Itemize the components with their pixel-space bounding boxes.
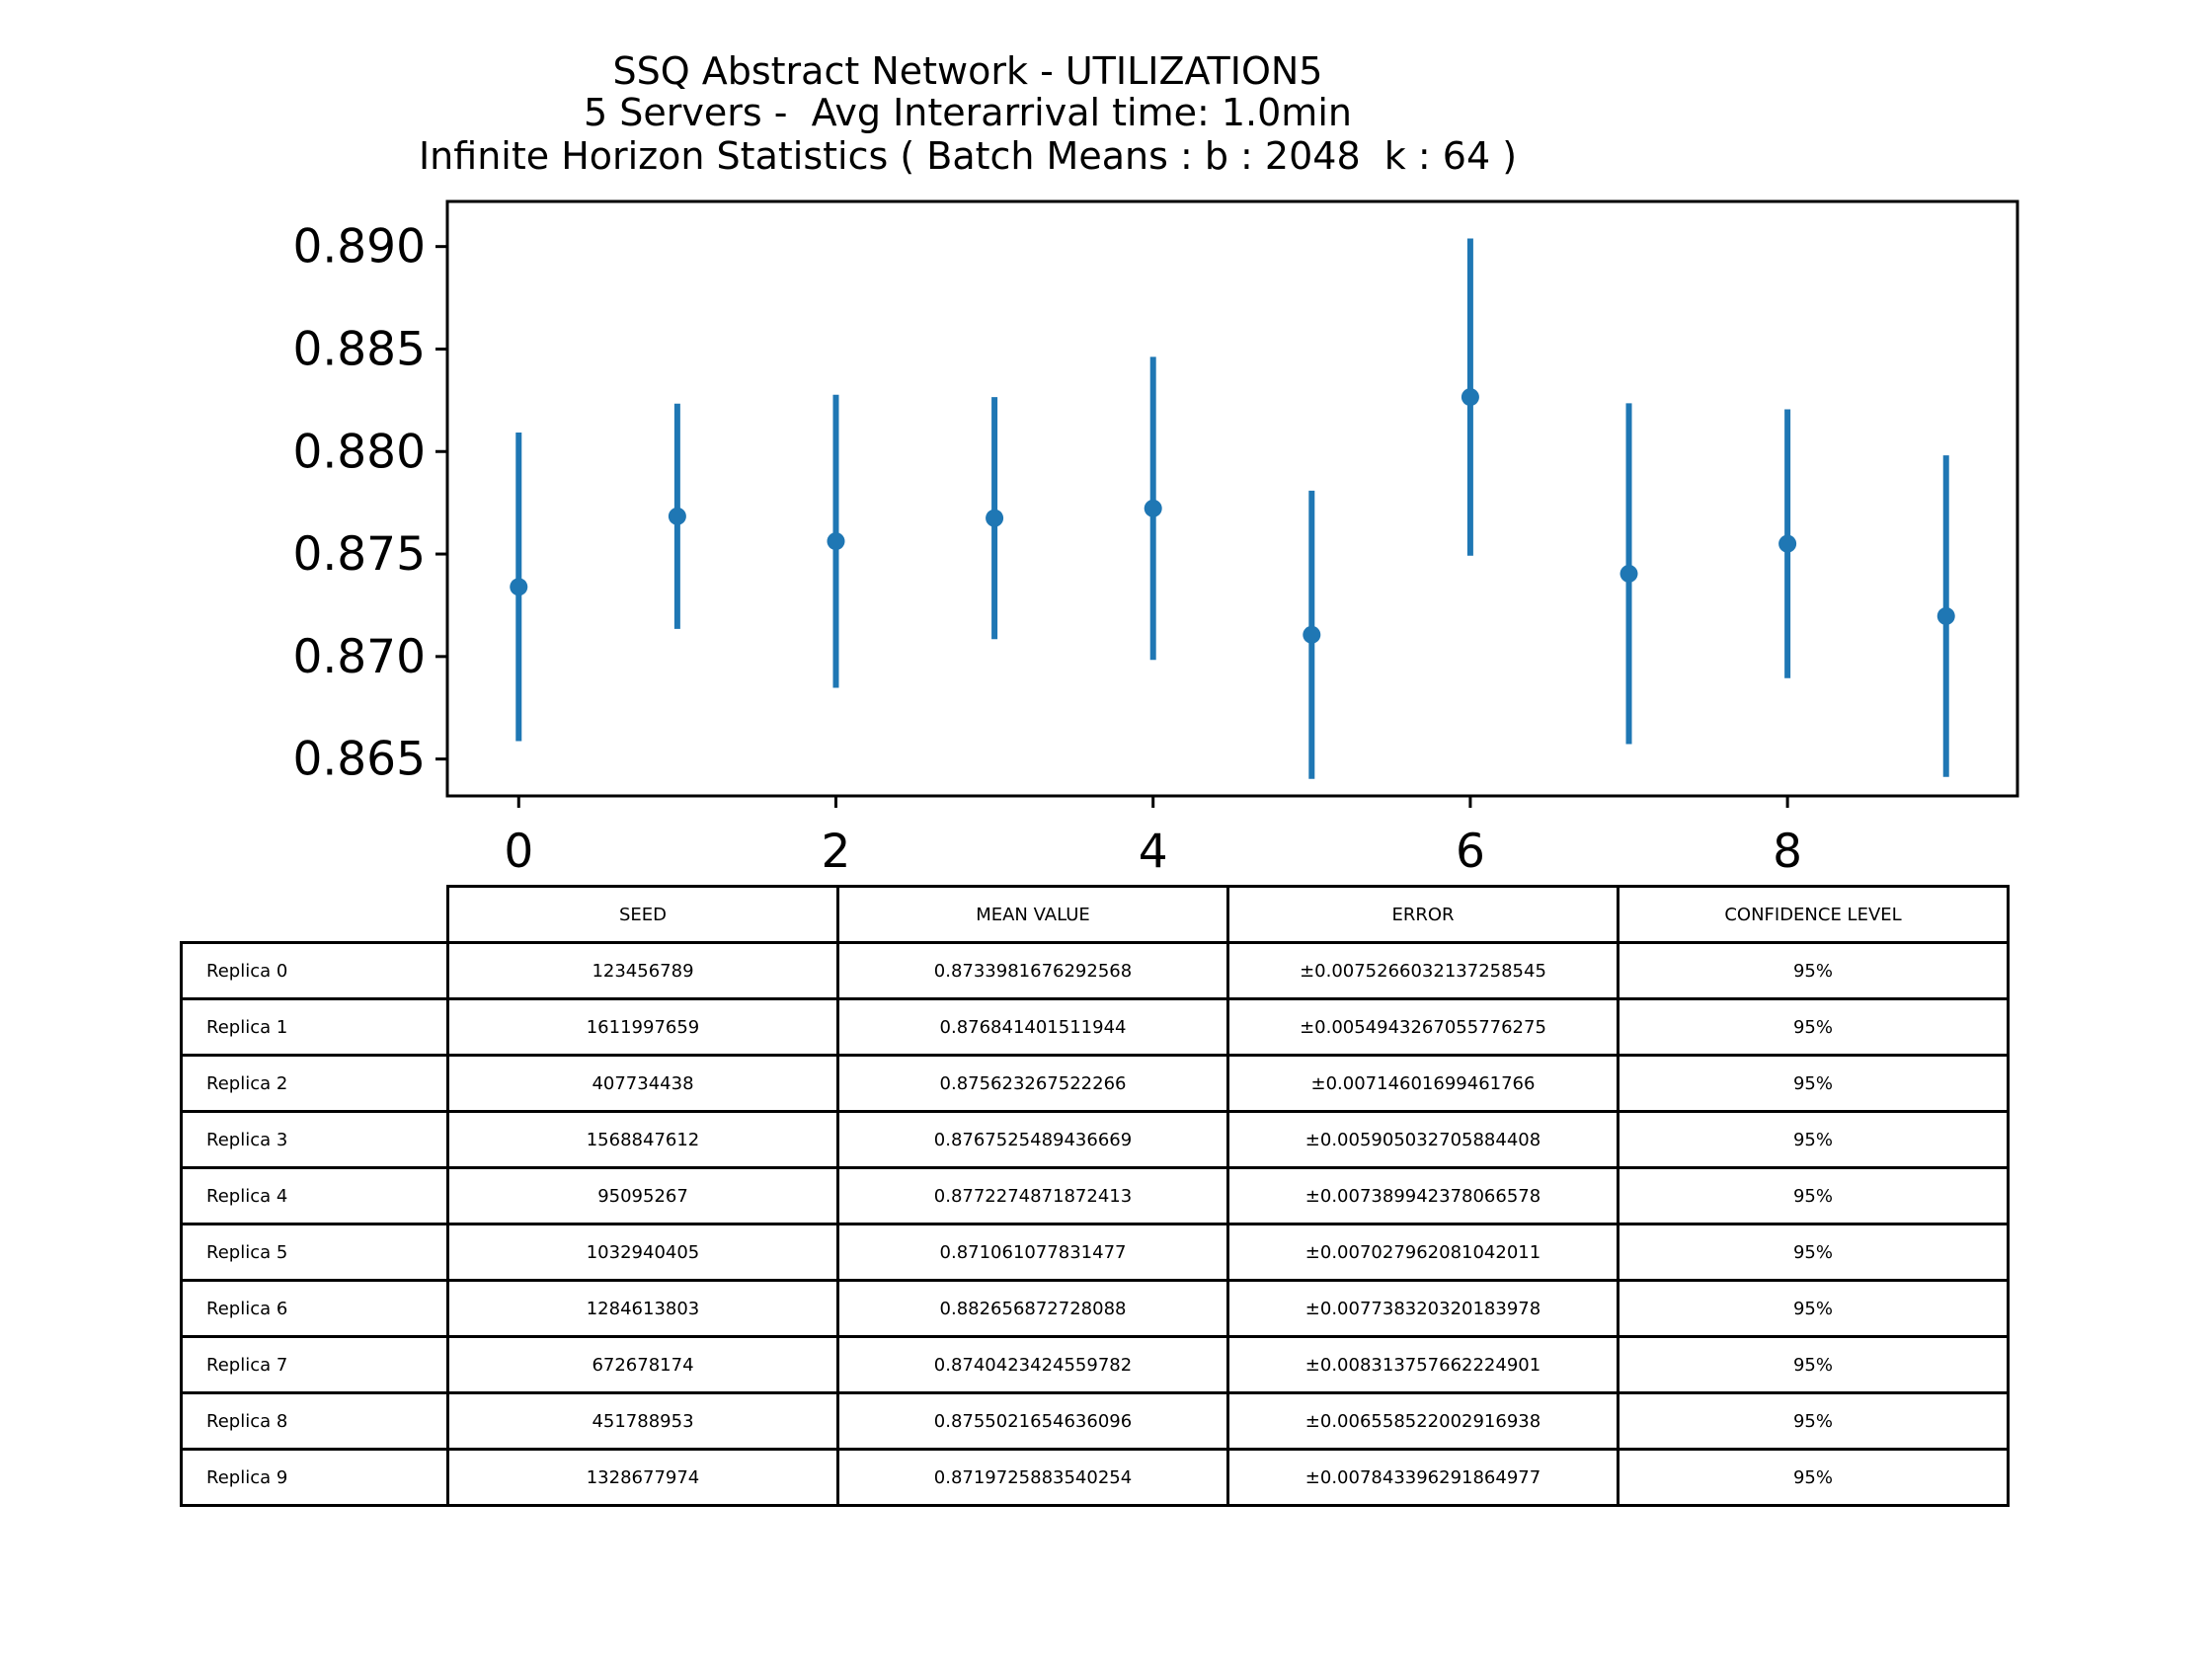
error-cell: ±0.007738320320183978 xyxy=(1226,1279,1620,1338)
table-row: Replica 8 451788953 0.8755021654636096 ±0.0… xyxy=(180,1391,2010,1451)
header-confidence-level: CONFIDENCE LEVEL xyxy=(1617,885,2010,944)
data-point xyxy=(1461,388,1479,407)
row-label-cell: Replica 1 xyxy=(180,997,449,1057)
data-point xyxy=(1620,564,1638,583)
statistics-table: SEED MEAN VALUE ERROR CONFIDENCE LEVEL R… xyxy=(180,885,2010,1507)
row-label-cell: Replica 0 xyxy=(180,941,449,1000)
table-corner-cell xyxy=(181,886,449,944)
mean-value-cell: 0.876841401511944 xyxy=(836,997,1229,1057)
header-seed: SEED xyxy=(446,885,839,944)
row-label-cell: Replica 7 xyxy=(180,1335,449,1394)
header-error: ERROR xyxy=(1226,885,1620,944)
seed-cell: 1284613803 xyxy=(446,1279,839,1338)
confidence-cell: 95% xyxy=(1617,1448,2010,1507)
row-label-cell: Replica 6 xyxy=(180,1279,449,1338)
chart-title-line-3: Infinite Horizon Statistics ( Batch Mean… xyxy=(418,134,1518,178)
chart-title-line-1: SSQ Abstract Network - UTILIZATION5 xyxy=(612,49,1323,93)
error-cell: ±0.006558522002916938 xyxy=(1226,1391,1620,1451)
seed-cell: 95095267 xyxy=(446,1166,839,1225)
seed-cell: 1568847612 xyxy=(446,1110,839,1169)
seed-cell: 1611997659 xyxy=(446,997,839,1057)
table-row: Replica 0 123456789 0.8733981676292568 ±0.0… xyxy=(180,941,2010,1000)
confidence-cell: 95% xyxy=(1617,1335,2010,1394)
y-tick-label: 0.885 xyxy=(292,322,426,376)
mean-value-cell: 0.875623267522266 xyxy=(836,1054,1229,1113)
error-cell: ±0.008313757662224901 xyxy=(1226,1335,1620,1394)
table-row: Replica 6 1284613803 0.882656872728088 ±0.0… xyxy=(180,1279,2010,1338)
seed-cell: 407734438 xyxy=(446,1054,839,1113)
plot-frame xyxy=(445,199,2019,798)
confidence-cell: 95% xyxy=(1617,1110,2010,1169)
error-cell: ±0.00714601699461766 xyxy=(1226,1054,1620,1113)
mean-value-cell: 0.8740423424559782 xyxy=(836,1335,1229,1394)
row-label-cell: Replica 9 xyxy=(180,1448,449,1507)
confidence-cell: 95% xyxy=(1617,1223,2010,1282)
seed-cell: 1032940405 xyxy=(446,1223,839,1282)
data-point xyxy=(510,578,528,596)
error-cell: ±0.007389942378066578 xyxy=(1226,1166,1620,1225)
data-point xyxy=(1303,625,1321,644)
row-label-cell: Replica 2 xyxy=(180,1054,449,1113)
confidence-cell: 95% xyxy=(1617,1054,2010,1113)
header-mean-value: MEAN VALUE xyxy=(836,885,1229,944)
confidence-cell: 95% xyxy=(1617,1166,2010,1225)
error-cell: ±0.007027962081042011 xyxy=(1226,1223,1620,1282)
table-body: Replica 0 123456789 0.8733981676292568 ±0.0… xyxy=(180,941,2010,1507)
confidence-cell: 95% xyxy=(1617,1279,2010,1338)
table-row: Replica 3 1568847612 0.8767525489436669 ±0.… xyxy=(180,1110,2010,1169)
data-point xyxy=(986,509,1004,527)
mean-value-cell: 0.8755021654636096 xyxy=(836,1391,1229,1451)
chart-title-line-2: 5 Servers - Avg Interarrival time: 1.0mi… xyxy=(584,91,1352,134)
mean-value-cell: 0.882656872728088 xyxy=(836,1279,1229,1338)
confidence-cell: 95% xyxy=(1617,997,2010,1057)
table-row: Replica 5 1032940405 0.871061077831477 ±0.0… xyxy=(180,1223,2010,1282)
table-row: Replica 4 95095267 0.8772274871872413 ±0.00… xyxy=(180,1166,2010,1225)
row-label-cell: Replica 3 xyxy=(180,1110,449,1169)
x-tick-label: 4 xyxy=(1139,825,1168,879)
error-cell: ±0.0054943267055776275 xyxy=(1226,997,1620,1057)
y-tick-label: 0.870 xyxy=(292,630,426,684)
x-tick-label: 8 xyxy=(1773,825,1802,879)
data-point xyxy=(827,532,845,551)
data-point xyxy=(1144,499,1162,517)
data-point xyxy=(1778,534,1797,553)
mean-value-cell: 0.8719725883540254 xyxy=(836,1448,1229,1507)
seed-cell: 451788953 xyxy=(446,1391,839,1451)
seed-cell: 672678174 xyxy=(446,1335,839,1394)
mean-value-cell: 0.871061077831477 xyxy=(836,1223,1229,1282)
table-row: Replica 7 672678174 0.8740423424559782 ±0.0… xyxy=(180,1335,2010,1394)
x-tick-label: 2 xyxy=(822,825,851,879)
seed-cell: 1328677974 xyxy=(446,1448,839,1507)
row-label-cell: Replica 5 xyxy=(180,1223,449,1282)
mean-value-cell: 0.8733981676292568 xyxy=(836,941,1229,1000)
error-cell: ±0.007843396291864977 xyxy=(1226,1448,1620,1507)
error-cell: ±0.0075266032137258545 xyxy=(1226,941,1620,1000)
x-tick-label: 6 xyxy=(1456,825,1485,879)
row-label-cell: Replica 8 xyxy=(180,1391,449,1451)
y-tick-label: 0.890 xyxy=(292,220,426,275)
table-row: Replica 1 1611997659 0.876841401511944 ±0.0… xyxy=(180,997,2010,1057)
table-row: Replica 9 1328677974 0.8719725883540254 ±0.… xyxy=(180,1448,2010,1507)
y-tick-label: 0.875 xyxy=(292,527,426,582)
errorbar-chart: 0.865 0.870 0.875 0.880 0.885 0.890 0 2 4 6 8 xyxy=(292,199,2019,879)
confidence-cell: 95% xyxy=(1617,1391,2010,1451)
seed-cell: 123456789 xyxy=(446,941,839,1000)
table-header-row: SEED MEAN VALUE ERROR CONFIDENCE LEVEL xyxy=(181,885,2010,944)
y-tick-label: 0.880 xyxy=(292,425,426,479)
mean-value-cell: 0.8772274871872413 xyxy=(836,1166,1229,1225)
data-point xyxy=(668,507,686,525)
y-tick-label: 0.865 xyxy=(292,733,426,787)
x-tick-label: 0 xyxy=(504,825,533,879)
mean-value-cell: 0.8767525489436669 xyxy=(836,1110,1229,1169)
row-label-cell: Replica 4 xyxy=(180,1166,449,1225)
confidence-cell: 95% xyxy=(1617,941,2010,1000)
table-row: Replica 2 407734438 0.875623267522266 ±0.00… xyxy=(180,1054,2010,1113)
data-point xyxy=(1936,606,1955,625)
error-cell: ±0.005905032705884408 xyxy=(1226,1110,1620,1169)
